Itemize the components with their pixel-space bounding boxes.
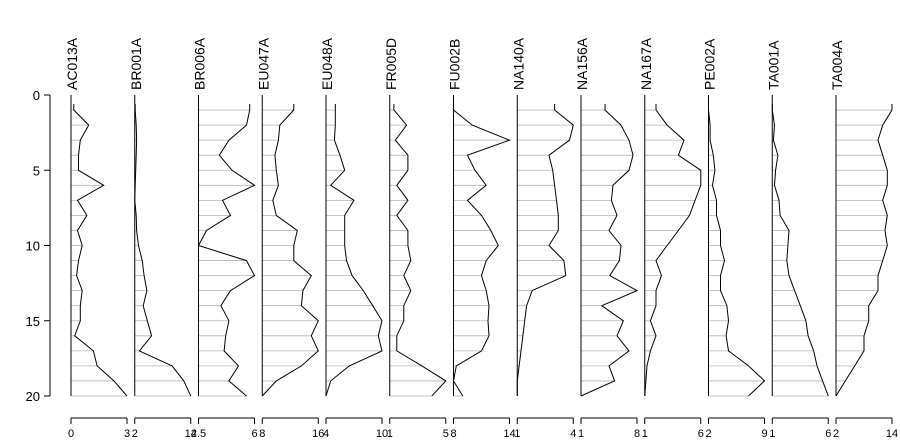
x-tick-label-max: 14 [185, 428, 197, 440]
x-tick-label-min: 1 [769, 428, 775, 440]
panel-label: PE002A [702, 38, 718, 90]
panel-eu048a: EU048A 4 10 [319, 37, 388, 440]
x-tick-label-min: 8 [450, 428, 456, 440]
x-tick-label-max: 14 [503, 428, 515, 440]
panel-fu002b: FU002B 8 14 [447, 39, 516, 440]
x-tick-label-min: 2 [705, 428, 711, 440]
panel-label: NA167A [638, 37, 654, 90]
panel-ta004a: TA004A 2 14 [829, 40, 898, 440]
profile-line [261, 104, 319, 397]
panel-br006a: BR006A 2.5 6 [191, 37, 258, 440]
x-tick-label-min: 2.5 [191, 428, 206, 440]
x-tick-label-max: 3 [124, 428, 130, 440]
depth-tick-label: 10 [26, 239, 40, 254]
x-tick-label-max: 10 [376, 428, 388, 440]
panel-label: TA004A [829, 40, 845, 90]
panel-ac013a: AC013A 0 3 [64, 37, 130, 440]
profile-line [644, 104, 702, 397]
profile-line [580, 104, 639, 397]
x-tick-label-max: 14 [886, 428, 898, 440]
x-tick-label-max: 4 [570, 428, 576, 440]
panel-label: FR005D [383, 38, 399, 90]
panel-ta001a: TA001A 1 6 [765, 40, 831, 440]
panel-label: EU047A [255, 37, 271, 90]
profile-line [197, 104, 256, 397]
depth-axis: 0 5 10 15 20 [26, 88, 51, 404]
panel-na140a: NA140A 1 4 [510, 37, 576, 440]
depth-tick-label: 0 [33, 88, 40, 103]
x-tick-label-min: 0 [68, 428, 74, 440]
profile-line [835, 104, 893, 397]
profile-line [452, 104, 511, 397]
depth-tick-label: 15 [26, 314, 40, 329]
panel-br001a: BR001A 2 14 [128, 37, 197, 440]
profile-line [708, 104, 766, 397]
x-tick-label-min: 2 [132, 428, 138, 440]
x-tick-label-min: 1 [578, 428, 584, 440]
panel-label: EU048A [319, 37, 335, 90]
panel-eu047a: EU047A 8 16 [255, 37, 324, 440]
x-tick-label-max: 6 [251, 428, 257, 440]
profile-line [325, 104, 383, 397]
x-tick-label-min: 8 [259, 428, 265, 440]
x-tick-label-max: 8 [634, 428, 640, 440]
profile-line [516, 104, 574, 396]
depth-tick-label: 20 [26, 389, 40, 404]
panel-label: AC013A [64, 37, 80, 90]
panel-label: NA156A [574, 37, 590, 90]
profile-line [393, 104, 447, 397]
panel-label: FU002B [447, 39, 463, 90]
profile-line [73, 104, 128, 397]
profile-line [134, 104, 192, 397]
x-tick-label-min: 1 [387, 428, 393, 440]
x-tick-label-min: 1 [642, 428, 648, 440]
x-tick-label-min: 1 [514, 428, 520, 440]
x-tick-label-max: 6 [698, 428, 704, 440]
x-tick-label-max: 6 [825, 428, 831, 440]
panel-label: BR006A [192, 37, 208, 90]
x-tick-label-min: 4 [323, 428, 329, 440]
panel-na156a: NA156A 1 8 [574, 37, 640, 440]
x-tick-label-max: 5 [443, 428, 449, 440]
panel-na167a: NA167A 1 6 [638, 37, 704, 440]
panel-label: BR001A [128, 37, 144, 90]
depth-tick-label: 5 [33, 163, 40, 178]
panel-pe002a: PE002A 2 9 [702, 38, 768, 440]
x-tick-label-min: 2 [833, 428, 839, 440]
x-tick-label-max: 9 [761, 428, 767, 440]
x-tick-label-max: 16 [312, 428, 324, 440]
profile-line [771, 104, 829, 397]
panel-label: NA140A [510, 37, 526, 90]
panel-label: TA001A [765, 40, 781, 90]
panel-fr005d: FR005D 1 5 [383, 38, 449, 440]
